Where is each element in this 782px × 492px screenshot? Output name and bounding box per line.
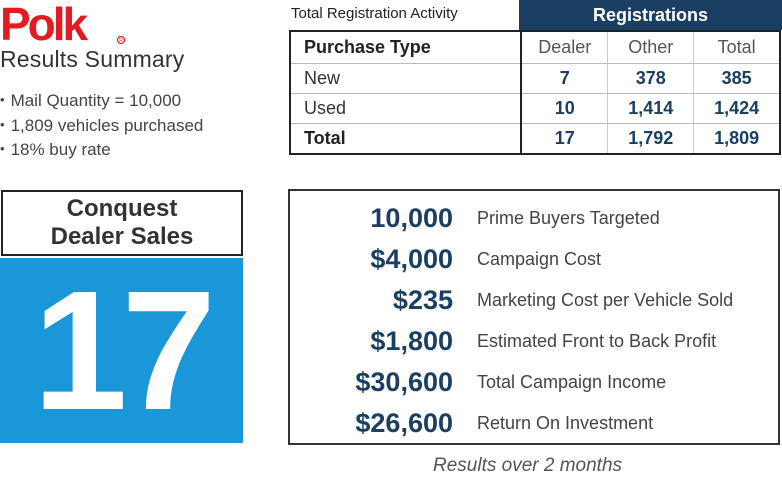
col-header-dealer: Dealer xyxy=(521,31,608,64)
row-type: Total xyxy=(290,123,523,154)
conquest-label-line1: Conquest xyxy=(66,195,178,222)
registrations-header: Registrations xyxy=(519,0,782,30)
table-caption: Total Registration Activity xyxy=(291,5,458,22)
metric-label: Marketing Cost per Vehicle Sold xyxy=(477,290,734,310)
row-dealer: 7 xyxy=(521,63,608,94)
row-total: 1,809 xyxy=(693,123,780,154)
metric-label: Prime Buyers Targeted xyxy=(477,208,660,228)
summary-bullet-list: Mail Quantity = 10,000 1,809 vehicles pu… xyxy=(0,89,204,163)
registration-table: Purchase Type Dealer Other Total New 7 3… xyxy=(289,30,781,155)
row-dealer: 17 xyxy=(521,123,608,154)
metric-row: $30,600 Total Campaign Income xyxy=(290,362,778,403)
footnote: Results over 2 months xyxy=(433,455,623,476)
row-other: 1,414 xyxy=(607,93,694,125)
row-type: New xyxy=(290,63,523,94)
bullet-buy-rate: 18% buy rate xyxy=(0,138,203,163)
metric-value: $26,600 xyxy=(355,408,453,438)
svg-text:R: R xyxy=(119,38,123,44)
row-total: 385 xyxy=(693,63,780,94)
col-header-purchase-type: Purchase Type xyxy=(290,31,523,64)
metric-value: $235 xyxy=(392,285,453,315)
metric-label: Estimated Front to Back Profit xyxy=(477,331,717,351)
conquest-label-line2: Dealer Sales xyxy=(50,223,194,250)
row-other: 378 xyxy=(607,63,694,94)
row-other: 1,792 xyxy=(607,123,694,154)
metric-row: $26,600 Return On Investment xyxy=(290,403,778,444)
metric-value: $4,000 xyxy=(370,244,453,274)
polk-logo: Polk R xyxy=(0,2,130,46)
metric-value: 10,000 xyxy=(370,203,453,233)
metric-row: $1,800 Estimated Front to Back Profit xyxy=(290,321,778,362)
table-row: Used 10 1,414 1,424 xyxy=(290,93,780,125)
conquest-label: Conquest Dealer Sales xyxy=(1,190,243,256)
metric-row: $235 Marketing Cost per Vehicle Sold xyxy=(290,280,778,321)
metric-label: Return On Investment xyxy=(477,413,654,433)
row-dealer: 10 xyxy=(521,93,608,125)
table-row-total: Total 17 1,792 1,809 xyxy=(290,123,780,154)
metric-value: $1,800 xyxy=(370,326,453,356)
row-total: 1,424 xyxy=(693,93,780,125)
metric-label: Total Campaign Income xyxy=(477,372,667,392)
bullet-vehicles-purchased: 1,809 vehicles purchased xyxy=(0,114,204,139)
metric-label: Campaign Cost xyxy=(477,249,602,269)
col-header-total: Total xyxy=(693,31,780,64)
metric-value: $30,600 xyxy=(355,367,453,397)
conquest-sales-value: 17 xyxy=(0,258,243,443)
table-row: New 7 378 385 xyxy=(290,63,780,94)
row-type: Used xyxy=(290,93,523,125)
polk-logo-text: Polk xyxy=(0,2,89,46)
bullet-mail-quantity: Mail Quantity = 10,000 xyxy=(0,89,203,114)
table-header-row: Purchase Type Dealer Other Total xyxy=(290,31,780,64)
metrics-panel: 10,000 Prime Buyers Targeted $4,000 Camp… xyxy=(288,189,780,445)
summary-title: Results Summary xyxy=(0,46,185,72)
metric-row: 10,000 Prime Buyers Targeted xyxy=(290,198,778,239)
metric-row: $4,000 Campaign Cost xyxy=(290,239,778,280)
col-header-other: Other xyxy=(607,31,694,64)
